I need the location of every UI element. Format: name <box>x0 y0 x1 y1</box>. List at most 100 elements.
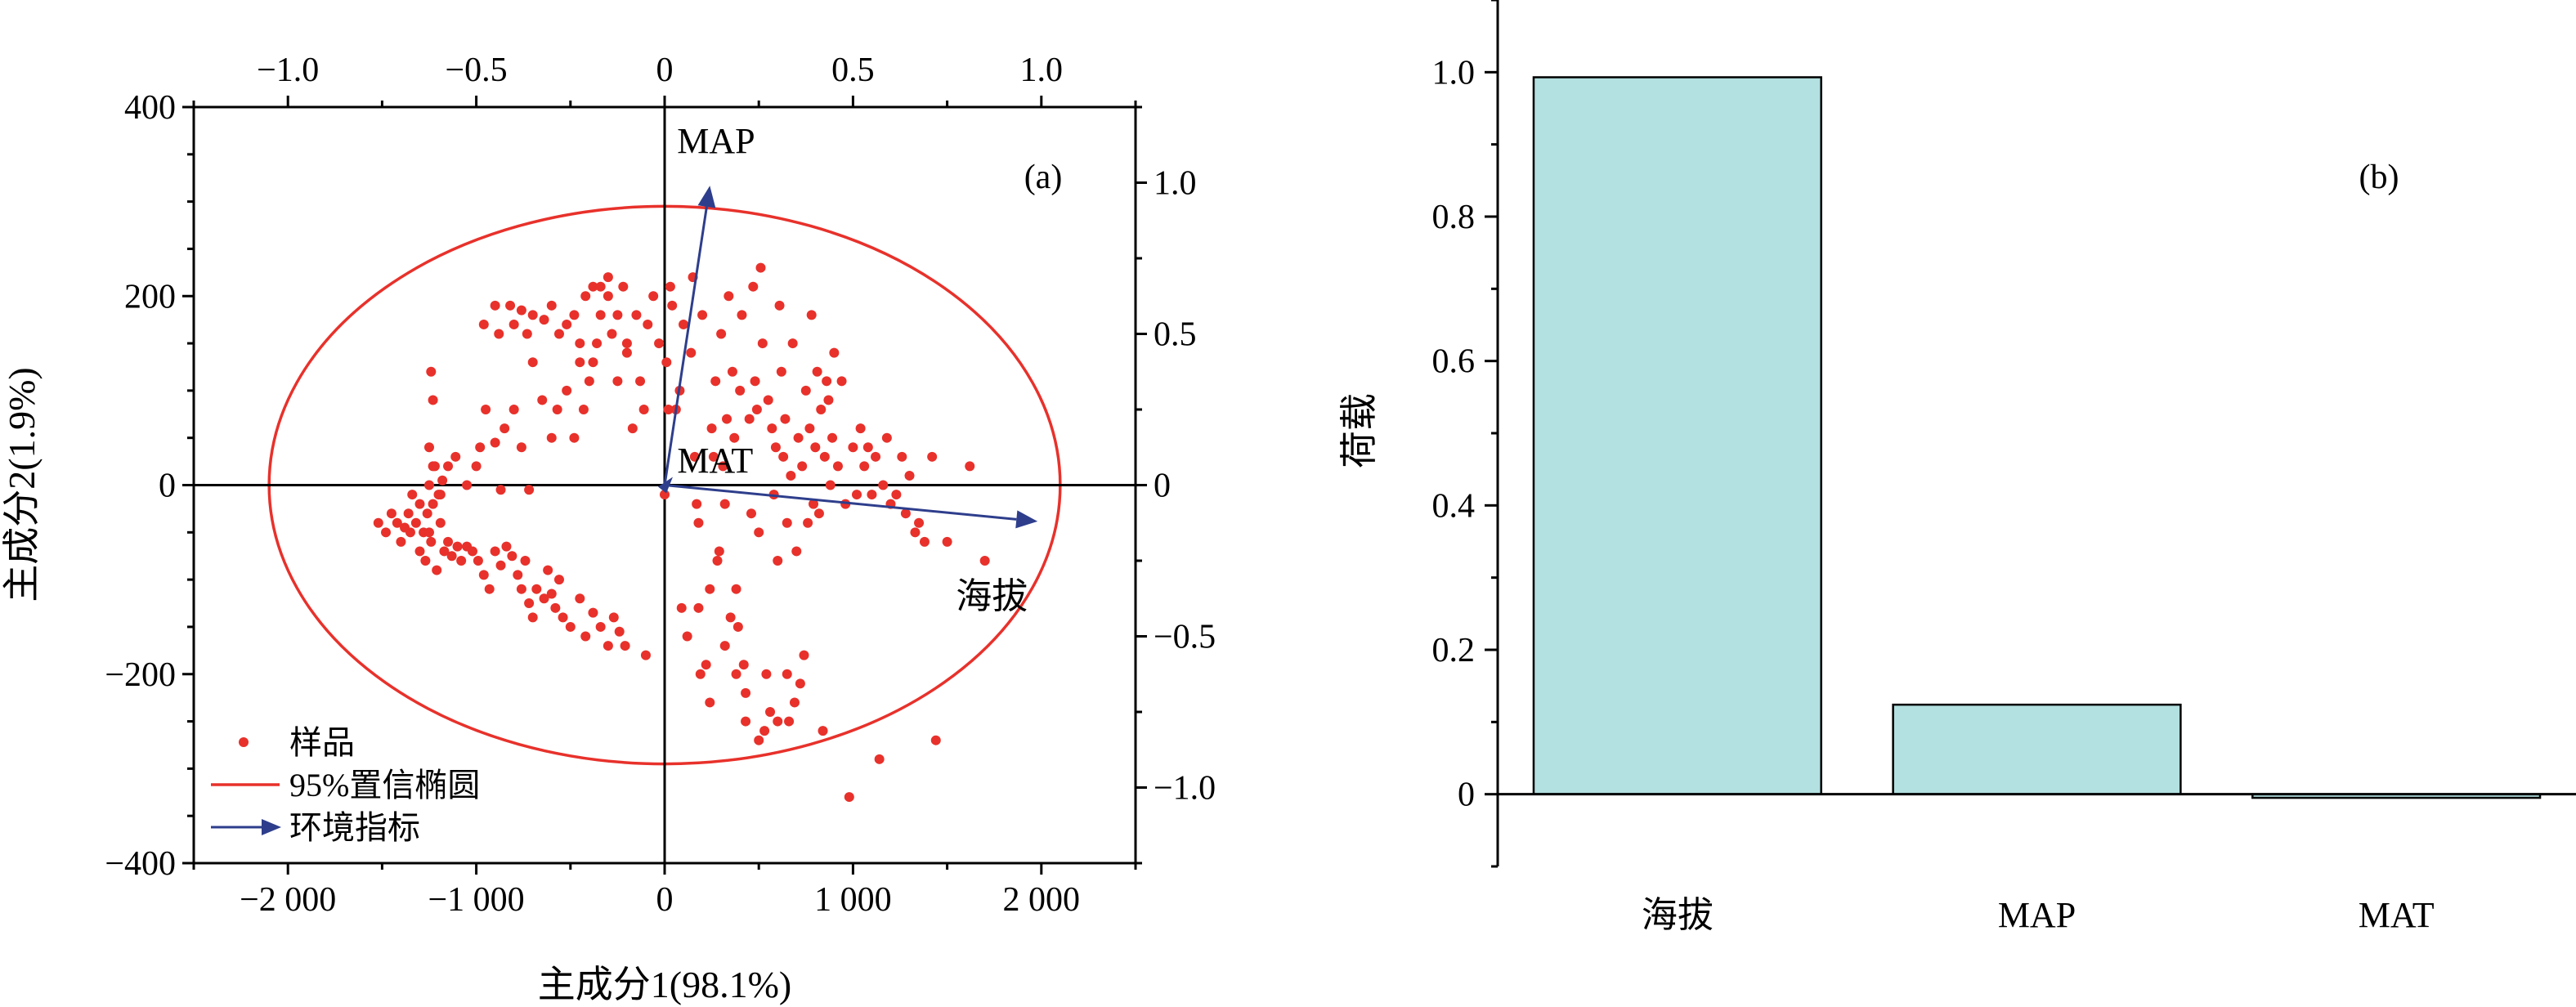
sample-point <box>450 451 461 462</box>
x-tick-label: −1 000 <box>428 881 525 919</box>
sample-point <box>373 517 383 528</box>
legend-label: 样品 <box>289 724 355 761</box>
sample-points <box>373 262 990 803</box>
sample-point <box>621 338 632 349</box>
sample-point <box>731 669 741 679</box>
sample-point <box>803 517 813 528</box>
sample-point <box>751 405 762 414</box>
right-tick-label: 0 <box>1154 468 1171 505</box>
sample-point <box>663 405 674 414</box>
sample-point <box>562 385 572 396</box>
sample-point <box>878 480 889 490</box>
sample-point <box>780 414 791 424</box>
sample-point <box>618 281 629 292</box>
sample-point <box>754 735 764 745</box>
sample-point <box>770 442 781 453</box>
sample-point <box>635 376 646 387</box>
sample-point <box>786 470 796 481</box>
sample-point <box>692 499 702 509</box>
sample-point <box>467 546 477 557</box>
bar <box>1892 703 2182 795</box>
y-tick-label: 200 <box>124 278 176 316</box>
sample-point <box>439 546 450 557</box>
sample-point <box>432 565 442 575</box>
sample-point <box>414 499 425 509</box>
sample-point <box>693 602 704 613</box>
sample-point <box>827 432 838 443</box>
sample-point <box>462 480 473 490</box>
sample-point <box>527 310 538 320</box>
sample-point <box>706 423 717 434</box>
sample-point <box>424 527 434 538</box>
vector-arrowhead <box>1015 510 1038 529</box>
sample-point <box>531 584 542 594</box>
sample-point <box>724 291 734 302</box>
panel-b-label: (b) <box>2359 159 2399 196</box>
sample-point <box>914 517 925 528</box>
sample-point <box>819 451 830 462</box>
sample-point <box>862 442 873 453</box>
sample-point <box>403 508 414 519</box>
sample-point <box>584 376 594 387</box>
sample-point <box>867 490 877 500</box>
sample-point <box>381 527 392 538</box>
legend-arrowhead <box>262 819 281 835</box>
vector-label: 海拔 <box>956 576 1028 616</box>
sample-point <box>825 480 836 490</box>
sample-point <box>537 395 548 405</box>
sample-point <box>424 442 434 453</box>
sample-point <box>612 310 623 320</box>
sample-point <box>608 612 619 623</box>
sample-point <box>823 395 834 405</box>
sample-point <box>565 621 576 632</box>
sample-point <box>546 300 557 311</box>
sample-point <box>592 338 603 349</box>
sample-point <box>744 414 755 424</box>
sample-point <box>732 621 743 632</box>
sample-point <box>784 716 795 727</box>
sample-point <box>881 432 892 443</box>
sample-point <box>793 432 804 443</box>
sample-point <box>719 641 730 651</box>
sample-point <box>682 631 692 642</box>
loading-vectors: MAP MAT 海拔 <box>658 121 1038 616</box>
sample-point <box>695 669 706 679</box>
sample-point <box>755 262 766 273</box>
panel-a-xlabel: 主成分1(98.1%) <box>538 964 791 1005</box>
sample-point <box>848 442 858 453</box>
sample-point <box>761 669 772 679</box>
sample-point <box>676 602 687 613</box>
sample-point <box>741 687 751 698</box>
sample-point <box>679 319 689 329</box>
sample-point <box>738 660 749 670</box>
sample-point <box>494 329 504 339</box>
sample-point <box>446 551 457 562</box>
sample-point <box>495 485 506 495</box>
right-tick-label: −1.0 <box>1154 770 1216 808</box>
panel-b-ylabel: 荷载 <box>1338 393 1380 468</box>
bars: 海拔 MAP MAT <box>1532 76 2542 935</box>
sample-point <box>456 556 467 566</box>
y-tick-label: 0 <box>159 468 176 505</box>
sample-point <box>575 593 585 604</box>
sample-point <box>495 560 506 571</box>
legend-label: 95%置信椭圆 <box>289 767 480 803</box>
sample-point <box>852 490 862 500</box>
sample-point <box>490 300 500 311</box>
sample-point <box>575 338 585 349</box>
y-tick-label: 400 <box>124 89 176 127</box>
sample-point <box>919 536 930 547</box>
sample-point <box>426 536 437 547</box>
sample-point <box>627 423 638 434</box>
sample-point <box>927 451 938 462</box>
sample-point <box>897 451 907 462</box>
sample-point <box>759 726 770 736</box>
sample-point <box>612 376 623 387</box>
sample-point <box>516 584 526 594</box>
vector-line <box>663 206 708 486</box>
sample-point <box>513 570 523 580</box>
sample-point <box>735 385 746 396</box>
sample-point <box>904 470 915 481</box>
sample-point <box>527 357 538 368</box>
